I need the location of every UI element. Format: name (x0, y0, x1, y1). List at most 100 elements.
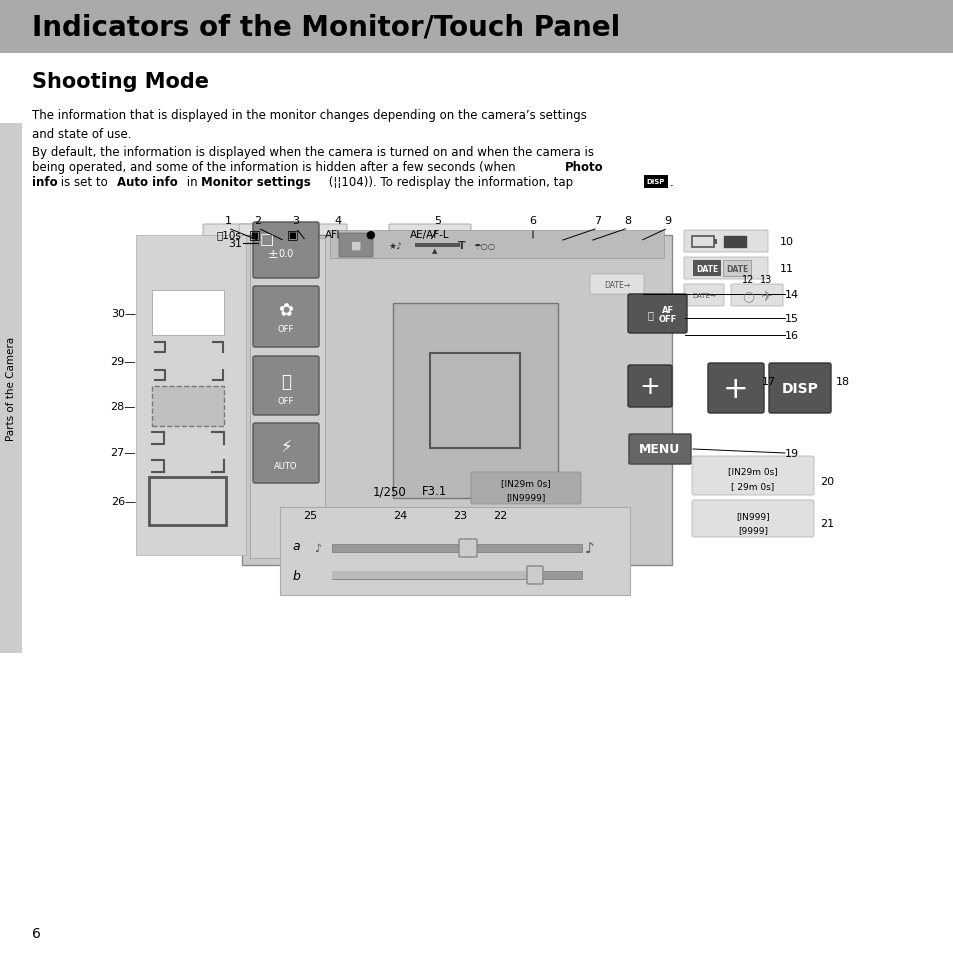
FancyBboxPatch shape (458, 539, 476, 558)
Bar (149, 477, 226, 525)
Text: 9: 9 (663, 215, 671, 226)
Text: 26—: 26— (111, 497, 136, 506)
Text: 2: 2 (254, 215, 261, 226)
FancyBboxPatch shape (683, 257, 767, 280)
FancyBboxPatch shape (589, 274, 643, 294)
Text: (¦¦104)). To redisplay the information, tap: (¦¦104)). To redisplay the information, … (325, 175, 573, 189)
Text: DATE→: DATE→ (691, 293, 715, 298)
FancyBboxPatch shape (253, 356, 318, 416)
FancyBboxPatch shape (683, 231, 767, 253)
Text: ±: ± (268, 247, 278, 260)
Text: being operated, and some of the information is hidden after a few seconds (when: being operated, and some of the informat… (32, 161, 518, 173)
FancyBboxPatch shape (691, 500, 813, 537)
Text: Monitor settings: Monitor settings (201, 175, 311, 189)
Text: 16: 16 (784, 331, 799, 340)
FancyBboxPatch shape (691, 456, 813, 496)
Text: 6: 6 (529, 215, 536, 226)
FancyBboxPatch shape (768, 364, 830, 414)
Text: ✈: ✈ (760, 289, 771, 303)
Text: is set to: is set to (57, 175, 112, 189)
Bar (242, 235, 671, 565)
FancyBboxPatch shape (627, 294, 686, 334)
Text: OFF: OFF (277, 396, 294, 405)
Text: ☂○○: ☂○○ (474, 241, 496, 251)
FancyBboxPatch shape (253, 223, 318, 278)
Text: Parts of the Camera: Parts of the Camera (6, 336, 16, 440)
Text: Photo: Photo (564, 161, 603, 173)
Text: T: T (457, 241, 465, 251)
FancyBboxPatch shape (643, 175, 667, 189)
Bar (0, 124, 22, 654)
Text: [9999]: [9999] (738, 526, 767, 535)
Text: ♪: ♪ (584, 541, 595, 556)
Text: ▣: ▣ (249, 229, 260, 241)
FancyBboxPatch shape (730, 285, 782, 307)
Text: ▣: ▣ (287, 229, 298, 241)
Text: ■: ■ (351, 241, 361, 251)
Bar (713, 240, 717, 245)
FancyBboxPatch shape (389, 225, 471, 245)
Text: 18: 18 (835, 376, 849, 387)
Text: DATE: DATE (695, 264, 718, 274)
Text: [IN999]: [IN999] (736, 512, 769, 521)
Text: DATE: DATE (725, 264, 747, 274)
FancyBboxPatch shape (683, 285, 723, 307)
Text: 8: 8 (624, 215, 631, 226)
FancyBboxPatch shape (707, 364, 763, 414)
Text: +: + (639, 375, 659, 398)
Text: 17: 17 (761, 376, 776, 387)
Text: 31: 31 (228, 239, 242, 249)
Text: AF
OFF: AF OFF (659, 305, 677, 324)
Text: 4: 4 (335, 215, 341, 226)
Bar (330, 231, 663, 258)
Text: ⌛10s: ⌛10s (216, 230, 241, 240)
FancyBboxPatch shape (276, 225, 309, 245)
Text: b: b (292, 569, 299, 582)
Text: 20: 20 (820, 476, 833, 486)
Text: OFF: OFF (277, 325, 294, 335)
Text: 5: 5 (434, 215, 441, 226)
Text: 11: 11 (780, 264, 793, 274)
Text: 29—: 29— (111, 356, 136, 367)
FancyBboxPatch shape (627, 366, 671, 408)
Text: [ 29m 0s]: [ 29m 0s] (731, 482, 774, 491)
Text: 19: 19 (784, 449, 799, 458)
Bar (723, 236, 745, 248)
Bar (152, 387, 224, 427)
Bar (332, 572, 532, 579)
Text: in: in (183, 175, 201, 189)
Text: MENU: MENU (639, 443, 679, 456)
Text: 28—: 28— (111, 401, 136, 412)
Text: 13: 13 (760, 274, 771, 285)
Text: [IN29m 0s]: [IN29m 0s] (727, 467, 777, 476)
Bar (332, 544, 581, 553)
Bar (0, 0, 953, 54)
Text: 25: 25 (303, 511, 316, 520)
FancyBboxPatch shape (471, 473, 580, 504)
Text: 1: 1 (224, 215, 232, 226)
Bar (415, 244, 459, 248)
Bar (280, 507, 629, 596)
Text: 6: 6 (32, 926, 41, 940)
Text: DISP: DISP (646, 179, 664, 185)
Text: Auto info: Auto info (117, 175, 177, 189)
Bar (430, 354, 519, 449)
Text: 22: 22 (493, 511, 507, 520)
Text: DATE→: DATE→ (603, 280, 629, 289)
Text: 15: 15 (784, 314, 799, 324)
Text: 14: 14 (784, 290, 799, 299)
Bar (136, 235, 246, 556)
Text: ★♪: ★♪ (388, 241, 401, 251)
Text: 0.0: 0.0 (278, 249, 294, 258)
Text: Shooting Mode: Shooting Mode (32, 71, 209, 91)
Text: AUTO: AUTO (274, 462, 297, 471)
FancyBboxPatch shape (314, 225, 347, 245)
Text: 3: 3 (293, 215, 299, 226)
Text: DISP: DISP (781, 381, 818, 395)
Text: □: □ (259, 233, 274, 247)
FancyBboxPatch shape (628, 435, 690, 464)
Text: [IN29m 0s]: [IN29m 0s] (500, 479, 550, 488)
FancyBboxPatch shape (203, 225, 254, 245)
Bar (691, 236, 713, 248)
Text: 12: 12 (741, 274, 754, 285)
